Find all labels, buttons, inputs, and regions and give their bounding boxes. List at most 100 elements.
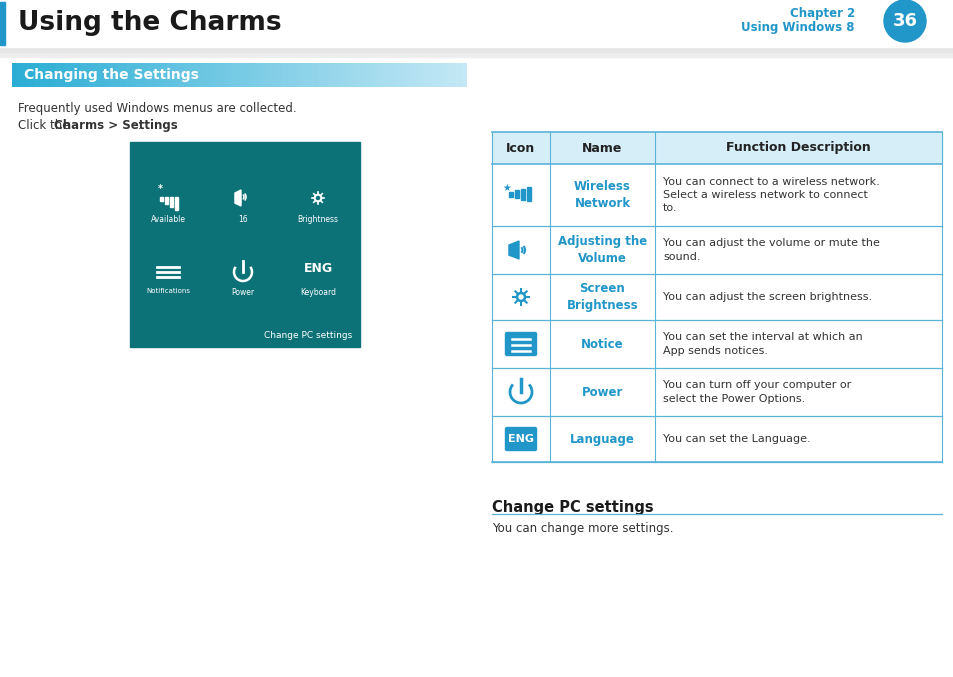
Bar [168,63,172,87]
Bar [72,63,77,87]
Bar [160,197,163,201]
Bar [216,63,221,87]
Bar [492,274,941,320]
Bar [375,63,380,87]
Circle shape [883,0,925,42]
Text: ★: ★ [502,183,511,193]
Text: Notifications: Notifications [146,288,190,294]
Text: Name: Name [581,141,622,154]
Bar [243,63,248,87]
Bar [50,63,54,87]
Bar [337,63,342,87]
Bar [34,63,39,87]
Bar [133,63,137,87]
Bar [274,63,277,87]
Bar [234,193,240,203]
Bar [111,63,114,87]
Bar [429,63,433,87]
Bar [61,63,66,87]
Bar [0,0,953,47]
Text: Available: Available [151,215,185,224]
Bar [520,188,524,200]
Bar [46,63,51,87]
Bar [130,142,359,347]
Bar [30,63,35,87]
Bar [440,63,444,87]
Text: ENG: ENG [507,434,534,444]
Bar [20,63,24,87]
Bar [312,63,315,87]
Bar [463,63,467,87]
Text: You can set the interval at which an
App sends notices.: You can set the interval at which an App… [662,332,862,355]
Bar [285,63,289,87]
Text: Power: Power [581,385,622,399]
Bar [436,63,440,87]
Text: Adjusting the
Volume: Adjusting the Volume [558,235,646,265]
Bar [353,63,357,87]
Bar [91,63,96,87]
Bar [107,63,111,87]
Bar [492,164,941,226]
Bar [277,63,281,87]
Bar [170,197,172,207]
Bar [383,63,388,87]
Text: Click the: Click the [18,119,73,132]
Bar [322,63,327,87]
Bar [88,63,92,87]
Bar [76,63,81,87]
Bar [266,63,270,87]
Bar [224,63,229,87]
Text: You can adjust the screen brightness.: You can adjust the screen brightness. [662,292,871,302]
Polygon shape [234,190,241,206]
Bar [452,63,456,87]
Bar [349,63,354,87]
Bar [201,63,206,87]
Text: Wireless
Network: Wireless Network [574,180,630,210]
Bar [433,63,436,87]
Bar [308,63,312,87]
Bar [197,63,202,87]
Bar [103,63,107,87]
Bar [182,63,187,87]
Text: Function Description: Function Description [725,141,870,154]
Bar [152,63,156,87]
Bar [69,63,73,87]
Bar [53,63,58,87]
Bar [209,63,213,87]
Bar [296,63,300,87]
Bar [270,63,274,87]
Text: You can set the Language.: You can set the Language. [662,434,810,444]
Bar [141,63,145,87]
Bar [417,63,421,87]
Bar [315,63,319,87]
Bar [368,63,373,87]
Text: Brightness: Brightness [297,215,338,224]
Bar [0,47,953,57]
FancyBboxPatch shape [505,427,536,450]
Text: You can turn off your computer or
select the Power Options.: You can turn off your computer or select… [662,380,850,403]
Bar [330,63,335,87]
Bar [372,63,376,87]
Bar [0,47,953,52]
Bar [156,63,160,87]
Bar [38,63,43,87]
Text: Using the Charms: Using the Charms [18,10,281,36]
Bar [387,63,392,87]
Bar [84,63,89,87]
Bar [304,63,308,87]
Text: Change PC settings: Change PC settings [492,500,653,515]
Text: .: . [138,119,142,132]
Bar [251,63,254,87]
Text: You can connect to a wireless network.
Select a wireless network to connect
to.: You can connect to a wireless network. S… [662,177,879,213]
Bar [174,197,178,210]
Bar [145,63,149,87]
Bar [205,63,210,87]
Bar [326,63,331,87]
Bar [341,63,346,87]
Bar [235,63,240,87]
Bar [492,416,941,462]
Bar [65,63,70,87]
Bar [391,63,395,87]
FancyBboxPatch shape [505,332,536,355]
Bar [24,63,28,87]
